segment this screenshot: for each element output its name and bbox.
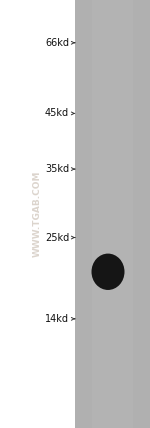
Text: 45kd: 45kd	[45, 108, 69, 119]
Ellipse shape	[92, 253, 124, 290]
Bar	[0, 0, 75, 428]
Text: 35kd: 35kd	[45, 164, 69, 174]
Text: 25kd: 25kd	[45, 232, 69, 243]
Text: WWW.TGAB.COM: WWW.TGAB.COM	[33, 171, 42, 257]
Bar	[92, 0, 133, 428]
Bar	[75, 0, 150, 428]
Text: 14kd: 14kd	[45, 314, 69, 324]
Text: 66kd: 66kd	[45, 38, 69, 48]
